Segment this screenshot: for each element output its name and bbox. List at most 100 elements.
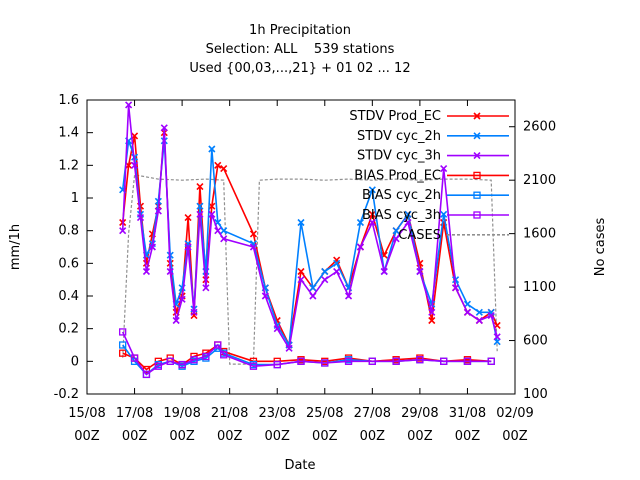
- data-point-bias-cyc-3h: [273, 360, 281, 369]
- legend-entry-stdv-prod-ec: STDV Prod_EC: [349, 109, 509, 124]
- data-point-bias-cyc-3h: [368, 357, 376, 365]
- data-point-bias-cyc-3h: [166, 357, 174, 365]
- y-tick-label: 0.2: [58, 322, 79, 337]
- data-point-stdv-prod-ec: [220, 165, 228, 173]
- y2-tick-label: 100: [523, 387, 548, 402]
- data-point-stdv-cyc-3h: [344, 292, 353, 300]
- data-point-stdv-cyc-3h: [148, 243, 156, 251]
- data-point-stdv-cyc-2h: [297, 218, 305, 227]
- x-tick-label: 21/08: [211, 406, 248, 421]
- data-point-stdv-cyc-3h: [428, 308, 436, 316]
- data-point-bias-cyc-3h: [463, 357, 472, 365]
- data-point-stdv-cyc-3h: [154, 207, 162, 215]
- data-point-stdv-cyc-3h: [249, 243, 258, 251]
- chart-subtitle-2: Used {00,03,...,21} + 01 02 ... 12: [189, 61, 410, 76]
- data-point-stdv-prod-ec: [428, 316, 436, 325]
- data-point-stdv-cyc-3h: [368, 218, 376, 227]
- data-point-stdv-cyc-3h: [202, 284, 210, 292]
- data-point-bias-cyc-3h: [416, 356, 424, 364]
- y-tick-label: 1.2: [58, 158, 79, 173]
- x-tick-label: 27/08: [354, 406, 391, 421]
- y-axis-label: mm/1h: [8, 224, 23, 270]
- data-point-stdv-cyc-2h: [463, 300, 472, 308]
- data-point-stdv-cyc-2h: [196, 202, 204, 210]
- data-point-stdv-cyc-3h: [190, 308, 198, 316]
- y-tick-label: 0.6: [58, 256, 79, 271]
- x-tick-label: 25/08: [306, 406, 343, 421]
- data-point-stdv-cyc-3h: [475, 316, 483, 325]
- series-stdv-prod-ec: [119, 129, 501, 349]
- legend-entry-stdv-cyc-3h: STDV cyc_3h: [357, 149, 509, 164]
- y2-tick-label: 2100: [523, 173, 556, 188]
- legend-label: BIAS cyc_2h: [362, 188, 441, 203]
- axes: -0.2 0 0.2 0.4 0.6 0.8 1 1.2 1.4 1.6 100 600 1100 160…: [54, 93, 556, 444]
- data-point-bias-cyc-3h: [487, 357, 495, 365]
- y-tick-label: 1: [71, 191, 79, 206]
- data-point-stdv-cyc-3h: [416, 267, 424, 276]
- data-point-stdv-cyc-3h: [451, 284, 460, 292]
- data-point-bias-cyc-3h: [142, 370, 151, 379]
- data-point-stdv-cyc-3h: [440, 165, 448, 173]
- data-point-stdv-cyc-3h: [297, 276, 305, 284]
- data-point-bias-cyc-3h: [440, 357, 448, 365]
- data-point-stdv-cyc-3h: [321, 276, 329, 284]
- data-point-stdv-cyc-2h: [333, 259, 341, 267]
- y2-axis-label: No cases: [593, 218, 608, 277]
- data-point-stdv-cyc-3h: [404, 218, 412, 227]
- x-tick-label-hour: 00Z: [264, 429, 290, 444]
- data-point-bias-cyc-3h: [321, 359, 329, 367]
- data-point-stdv-cyc-3h: [273, 325, 281, 333]
- data-point-bias-cyc-3h: [249, 362, 258, 370]
- data-point-stdv-cyc-2h: [220, 227, 228, 235]
- legend-marker: [473, 211, 481, 219]
- data-point-stdv-cyc-3h: [220, 235, 228, 243]
- legend-label: STDV cyc_3h: [357, 149, 441, 164]
- data-point-stdv-cyc-3h: [119, 227, 127, 235]
- x-axis-label: Date: [284, 458, 315, 473]
- data-point-stdv-cyc-3h: [142, 267, 151, 276]
- series-stdv-cyc-3h: [119, 101, 501, 352]
- x-tick-label: 19/08: [163, 406, 200, 421]
- legend-entry-bias-cyc-3h: BIAS cyc_3h: [362, 208, 509, 223]
- data-point-stdv-prod-ec: [249, 230, 258, 238]
- x-tick-label-hour: 00Z: [455, 429, 481, 444]
- series-bias-prod-ec: [119, 341, 495, 374]
- data-point-stdv-cyc-3h: [309, 292, 317, 300]
- legend-marker: [473, 112, 481, 120]
- data-point-bias-cyc-3h: [392, 357, 400, 365]
- data-point-stdv-cyc-2h: [321, 267, 329, 276]
- legend-label: BIAS cyc_3h: [362, 208, 441, 223]
- data-point-stdv-cyc-3h: [285, 344, 293, 352]
- legend-marker: [473, 132, 481, 140]
- data-point-stdv-cyc-2h: [208, 145, 216, 153]
- y2-tick-label: 2600: [523, 120, 556, 135]
- x-tick-label-hour: 00Z: [74, 429, 100, 444]
- x-tick-label: 15/08: [68, 406, 105, 421]
- data-point-stdv-cyc-2h: [404, 210, 412, 218]
- data-point-bias-cyc-3h: [119, 328, 127, 336]
- data-point-stdv-cyc-3h: [172, 316, 180, 325]
- legend: STDV Prod_EC STDV cyc_2h STDV cyc_3h BIAS P…: [349, 109, 509, 243]
- data-point-stdv-prod-ec: [368, 210, 376, 218]
- y-tick-label: 1.4: [58, 126, 79, 141]
- legend-entry-bias-cyc-2h: BIAS cyc_2h: [362, 188, 509, 203]
- legend-entry-cases: CASES: [398, 228, 509, 243]
- data-point-stdv-cyc-2h: [356, 218, 365, 227]
- y-tick-label: 0.4: [58, 289, 79, 304]
- x-tick-label-hour: 00Z: [360, 429, 386, 444]
- legend-entry-stdv-cyc-2h: STDV cyc_2h: [357, 129, 509, 144]
- data-point-stdv-prod-ec: [196, 183, 204, 191]
- x-tick-label: 17/08: [116, 406, 153, 421]
- legend-label: STDV Prod_EC: [349, 109, 441, 124]
- y-tick-label: 0.8: [58, 224, 79, 239]
- data-point-stdv-prod-ec: [184, 214, 192, 222]
- legend-label: STDV cyc_2h: [357, 129, 441, 144]
- data-point-bias-cyc-3h: [297, 357, 305, 365]
- x-tick-label: 23/08: [258, 406, 295, 421]
- legend-marker: [473, 152, 481, 160]
- legend-label: BIAS Prod_EC: [354, 168, 441, 183]
- data-point-stdv-cyc-3h: [380, 267, 388, 276]
- data-point-stdv-cyc-3h: [392, 235, 400, 243]
- data-point-stdv-cyc-3h: [160, 124, 168, 132]
